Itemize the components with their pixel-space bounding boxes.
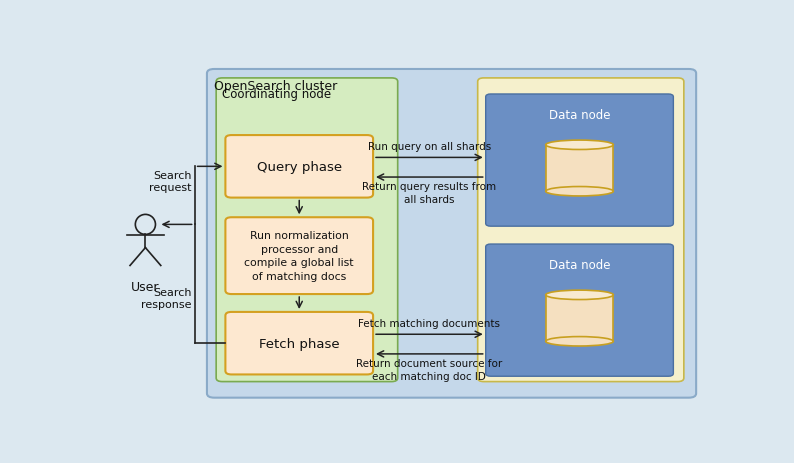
Ellipse shape (545, 141, 614, 150)
FancyBboxPatch shape (486, 244, 673, 376)
Bar (545, 145, 614, 192)
Text: Coordinating node: Coordinating node (222, 88, 331, 100)
Text: Search
response: Search response (141, 287, 191, 310)
Text: Query phase: Query phase (256, 161, 341, 174)
Ellipse shape (545, 290, 614, 300)
Text: Run query on all shards: Run query on all shards (368, 142, 491, 152)
FancyBboxPatch shape (225, 136, 373, 198)
Text: Return query results from
all shards: Return query results from all shards (362, 182, 496, 204)
Text: Fetch matching documents: Fetch matching documents (358, 318, 500, 328)
Text: User: User (131, 280, 160, 293)
FancyBboxPatch shape (478, 79, 684, 382)
Text: OpenSearch cluster: OpenSearch cluster (214, 80, 337, 93)
Text: Search
request: Search request (149, 170, 191, 193)
Bar (545, 295, 614, 342)
FancyBboxPatch shape (207, 70, 696, 398)
FancyBboxPatch shape (225, 218, 373, 294)
FancyBboxPatch shape (216, 79, 398, 382)
Text: Data node: Data node (549, 109, 611, 122)
Text: Return document source for
each matching doc ID: Return document source for each matching… (357, 358, 503, 381)
Ellipse shape (545, 187, 614, 196)
Text: Run normalization
processor and
compile a global list
of matching docs: Run normalization processor and compile … (245, 231, 354, 282)
Text: Fetch phase: Fetch phase (259, 337, 340, 350)
FancyBboxPatch shape (225, 312, 373, 375)
Text: Data node: Data node (549, 259, 611, 272)
Ellipse shape (545, 337, 614, 346)
FancyBboxPatch shape (486, 95, 673, 227)
